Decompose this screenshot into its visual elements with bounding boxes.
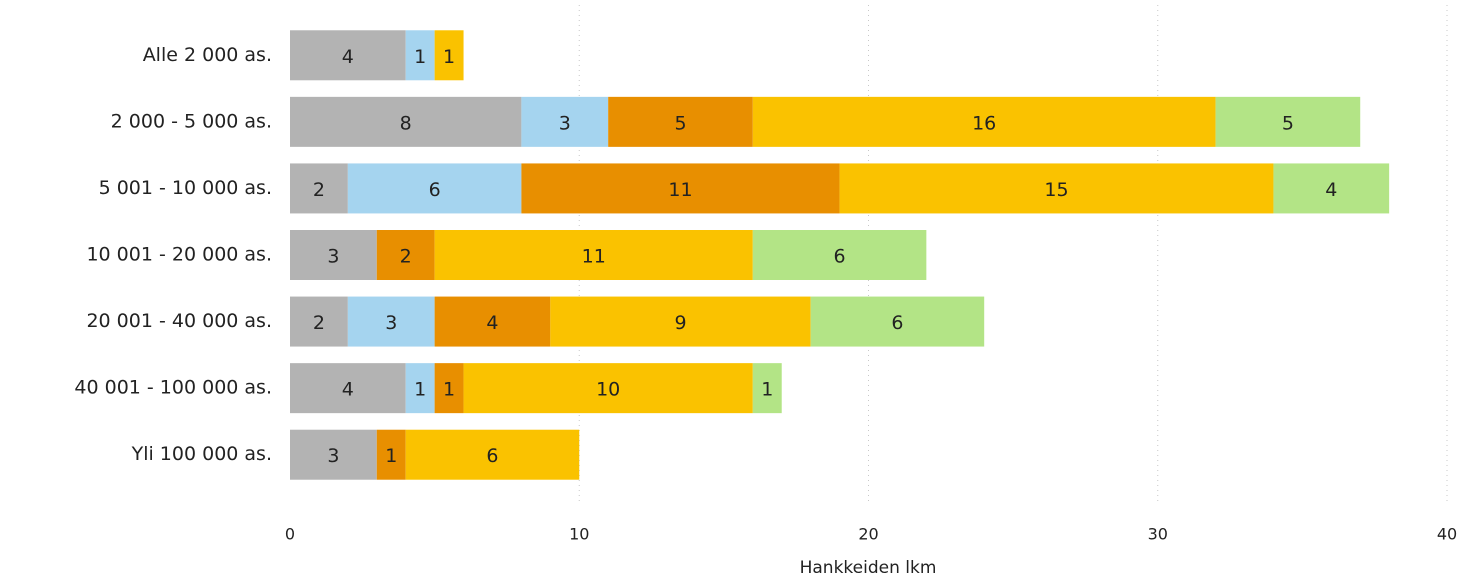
data-label: 4 — [1325, 179, 1337, 201]
y-tick-label: Yli 100 000 as. — [131, 443, 272, 465]
data-label: 6 — [429, 179, 441, 201]
bar-segment — [550, 296, 811, 347]
data-label: 2 — [400, 246, 412, 268]
data-label: 5 — [1282, 112, 1294, 134]
x-tick-label: 20 — [858, 525, 878, 544]
bar-segment — [1273, 163, 1390, 214]
data-label: 1 — [414, 46, 426, 68]
bar-segment — [376, 429, 406, 480]
bar-segment — [290, 30, 406, 81]
bar-segment — [405, 429, 580, 480]
bar-segment — [347, 296, 435, 347]
data-label: 4 — [342, 379, 354, 401]
data-label: 5 — [674, 112, 686, 134]
y-tick-label: 40 001 - 100 000 as. — [74, 377, 272, 399]
x-axis-title: Hankkeiden lkm — [800, 558, 937, 578]
bar-segment — [376, 230, 435, 280]
data-label: 4 — [486, 312, 498, 334]
bar-segment — [290, 296, 348, 347]
data-label: 11 — [668, 179, 692, 201]
data-label: 3 — [327, 246, 339, 268]
bar-segment — [434, 230, 753, 280]
data-label: 1 — [414, 379, 426, 401]
bar-segment — [521, 163, 840, 214]
bar-segment — [434, 296, 551, 347]
y-tick-label: 20 001 - 40 000 as. — [86, 310, 272, 332]
data-label: 6 — [891, 312, 903, 334]
data-label: 10 — [596, 379, 620, 401]
bar-segment — [290, 163, 348, 214]
bar-segment — [290, 363, 406, 414]
bar-segment — [463, 363, 753, 414]
data-label: 3 — [559, 112, 571, 134]
y-tick-label: 10 001 - 20 000 as. — [86, 244, 272, 266]
bar-segment — [434, 30, 464, 81]
data-label: 1 — [443, 46, 455, 68]
y-tick-label: 5 001 - 10 000 as. — [99, 177, 272, 199]
bar-segment — [752, 230, 927, 280]
data-label: 3 — [385, 312, 397, 334]
data-label: 15 — [1044, 179, 1068, 201]
bar-segment — [434, 363, 464, 414]
bar-segment — [405, 30, 435, 81]
y-tick-label: Alle 2 000 as. — [143, 44, 272, 66]
data-label: 1 — [443, 379, 455, 401]
bar-segment — [1215, 96, 1361, 147]
bar-segment — [405, 363, 435, 414]
bar-segment — [347, 163, 522, 214]
data-label: 1 — [385, 445, 397, 467]
x-tick-label: 30 — [1148, 525, 1168, 544]
bar-segment — [290, 429, 377, 480]
x-tick-label: 40 — [1437, 525, 1457, 544]
data-label: 6 — [834, 246, 846, 268]
data-label: 6 — [486, 445, 498, 467]
bar-segment — [752, 363, 782, 414]
x-tick-label: 10 — [569, 525, 589, 544]
bar-segment — [839, 163, 1274, 214]
data-label: 9 — [674, 312, 686, 334]
data-label: 2 — [313, 312, 325, 334]
data-label: 2 — [313, 179, 325, 201]
data-label: 11 — [582, 246, 606, 268]
data-label: 4 — [342, 46, 354, 68]
bar-segment — [290, 96, 522, 147]
x-tick-label: 0 — [285, 525, 295, 544]
bar-segment — [752, 96, 1216, 147]
bar-segment — [290, 230, 377, 280]
bar-segment — [521, 96, 609, 147]
bar-segment — [810, 296, 985, 347]
data-label: 1 — [761, 379, 773, 401]
data-label: 3 — [327, 445, 339, 467]
bar-segment — [608, 96, 753, 147]
data-label: 8 — [400, 112, 412, 134]
data-label: 16 — [972, 112, 996, 134]
y-tick-label: 2 000 - 5 000 as. — [111, 110, 272, 132]
